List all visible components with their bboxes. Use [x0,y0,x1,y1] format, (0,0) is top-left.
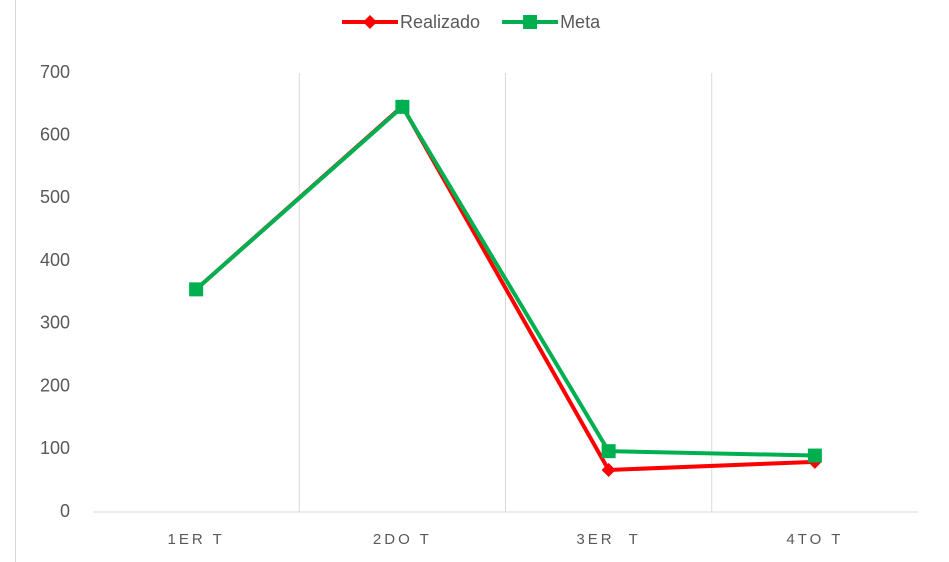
y-tick-label: 400 [40,250,70,270]
point-marker [807,448,822,463]
legend-marker [523,15,538,29]
series-line [194,104,815,458]
legend-label: Meta [560,12,601,32]
legend-marker [363,15,377,29]
y-tick-label: 0 [60,501,70,521]
point-marker [601,462,616,477]
point-marker [395,99,410,114]
x-tick-label: 4TO T [786,531,843,548]
y-tick-label: 700 [40,62,70,82]
legend-label: Realizado [400,12,480,32]
y-tick-label: 300 [40,313,70,333]
y-tick-label: 100 [40,438,70,458]
y-tick-label: 200 [40,375,70,395]
y-tick-label: 500 [40,187,70,207]
x-tick-label: 1ER T [168,531,225,548]
y-tick-label: 600 [40,124,70,144]
x-tick-label: 2DO T [373,531,432,548]
x-tick-label: 3ER T [576,531,640,548]
point-marker [601,444,616,459]
point-marker [189,282,204,297]
